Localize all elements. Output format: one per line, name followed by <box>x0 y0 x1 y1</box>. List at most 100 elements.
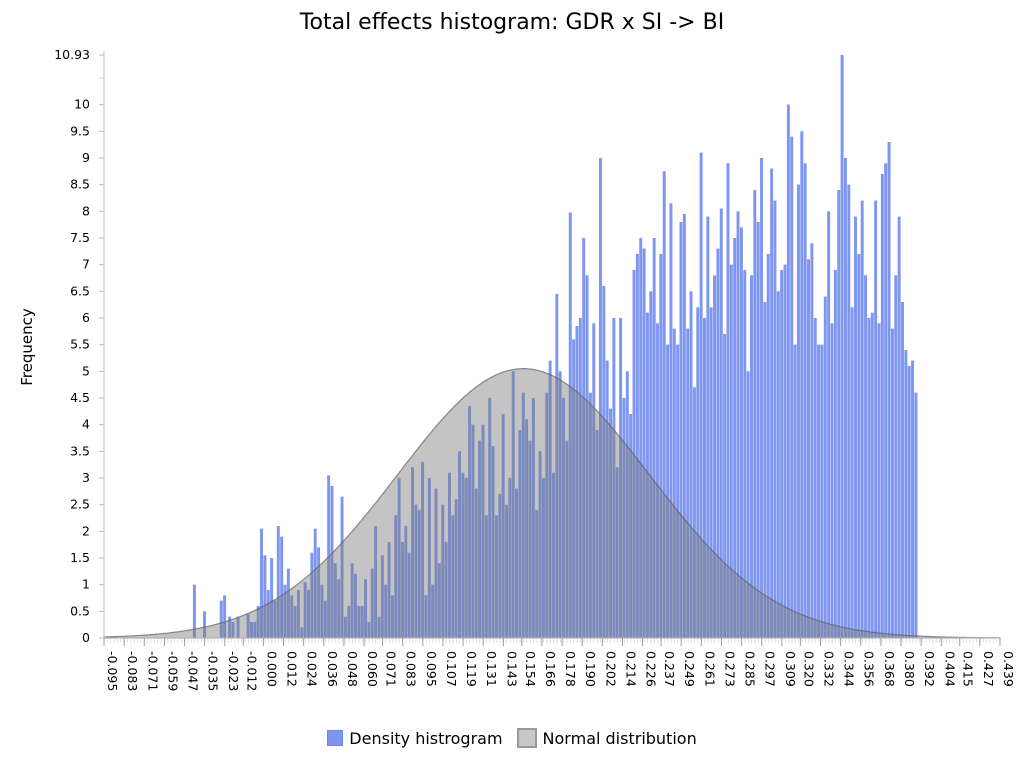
x-tick-label: -0.023 <box>226 651 241 691</box>
histogram-bar <box>192 584 196 638</box>
histogram-bar <box>783 264 787 638</box>
histogram-bar <box>377 616 381 638</box>
histogram-bar <box>894 275 898 638</box>
histogram-bar <box>625 371 629 638</box>
histogram-bar <box>441 504 445 638</box>
histogram-bar <box>642 248 646 638</box>
y-tick-label: 4 <box>82 417 90 432</box>
x-tick-label: 0.297 <box>763 651 778 687</box>
histogram-bar <box>612 317 616 638</box>
legend-item-density[interactable]: Density histrogram <box>327 728 503 748</box>
x-tick-label: 0.024 <box>305 651 320 687</box>
histogram-bar <box>427 477 431 638</box>
histogram-bar <box>743 269 747 638</box>
histogram-bar <box>491 445 495 638</box>
histogram-bar <box>666 344 670 638</box>
histogram-bar <box>609 408 613 638</box>
density-swatch <box>327 730 344 746</box>
histogram-bar <box>672 328 676 638</box>
x-tick-label: 0.309 <box>783 651 798 687</box>
histogram-bar <box>424 595 428 638</box>
x-tick-label: 0.415 <box>961 651 976 687</box>
histogram-bar <box>219 600 223 638</box>
histogram-bar <box>696 307 700 638</box>
x-tick-label: 0.166 <box>543 651 558 687</box>
histogram-bar <box>555 293 559 638</box>
histogram-bar <box>380 555 384 638</box>
histogram-bar <box>471 424 475 638</box>
histogram-bar <box>568 212 572 638</box>
histogram-bar <box>350 563 354 638</box>
histogram-bar <box>827 211 831 638</box>
x-tick-label: -0.012 <box>244 651 259 691</box>
histogram-bar <box>515 488 519 638</box>
histogram-bar <box>468 405 472 638</box>
histogram-bar <box>394 515 398 638</box>
x-tick-label: 0.083 <box>404 651 419 687</box>
histogram-bar <box>820 344 824 638</box>
histogram-bar <box>870 312 874 638</box>
histogram-bar <box>501 413 505 638</box>
histogram-bar <box>800 131 804 638</box>
histogram-bar <box>434 488 438 638</box>
histogram-bar <box>662 171 666 638</box>
histogram-bar <box>484 515 488 638</box>
y-tick-label: 1.5 <box>70 550 90 565</box>
x-tick-label: 0.439 <box>1001 651 1016 687</box>
histogram-bar <box>447 472 451 638</box>
y-tick-label: 3 <box>82 470 90 485</box>
x-tick-label: 0.226 <box>644 651 659 687</box>
histogram-bar <box>354 573 357 638</box>
histogram-bar <box>645 312 649 638</box>
histogram-bar <box>592 323 596 638</box>
histogram-bar <box>531 397 535 638</box>
histogram-bar <box>333 563 337 638</box>
histogram-bar <box>823 296 827 638</box>
histogram-bar <box>629 413 633 638</box>
histogram-bar <box>421 461 425 638</box>
histogram-bar <box>464 477 468 638</box>
histogram-bar <box>639 237 643 638</box>
histogram-bar <box>911 360 915 638</box>
histogram-bar <box>796 184 800 639</box>
x-tick-label: 0.368 <box>882 651 897 687</box>
x-tick-label: 0.190 <box>583 651 598 687</box>
x-tick-label: 0.095 <box>424 651 439 687</box>
histogram-bar <box>521 392 525 638</box>
histogram-bar <box>867 317 871 638</box>
histogram-bar <box>733 237 737 638</box>
histogram-bar <box>414 504 418 638</box>
legend-item-normal[interactable]: Normal distribution <box>516 728 697 748</box>
histogram-bar <box>760 157 764 638</box>
histogram-bar <box>296 589 300 638</box>
histogram-bar <box>847 184 851 639</box>
histogram-bar <box>840 55 844 638</box>
x-tick-label: 0.332 <box>821 651 836 687</box>
histogram-bar <box>689 291 693 638</box>
x-tick-label: 0.000 <box>264 651 279 687</box>
histogram-bar <box>280 536 284 638</box>
y-tick-label: 3.5 <box>70 443 90 458</box>
histogram-bar <box>481 424 485 638</box>
histogram-bar <box>357 606 361 638</box>
x-tick-label: 0.202 <box>603 651 618 687</box>
histogram-bar <box>615 467 619 638</box>
histogram-bar <box>231 622 235 638</box>
histogram-bar <box>528 440 532 638</box>
histogram-plot: 0 0.5 1 1.5 2 2.5 3 3.5 4 4.5 5 5.5 6 6.5 7 7.5 8 8.5 9 9.5… <box>54 47 1016 691</box>
y-tick-label: 2.5 <box>70 497 90 512</box>
x-tick-label: 0.060 <box>365 651 380 687</box>
histogram-bar <box>313 528 317 638</box>
histogram-bar <box>249 622 253 638</box>
histogram-bar <box>437 563 441 638</box>
x-tick-label: -0.047 <box>186 651 201 691</box>
histogram-bar <box>310 552 314 638</box>
histogram-bar <box>404 525 408 638</box>
histogram-bar <box>203 611 206 638</box>
histogram-bar <box>753 189 757 638</box>
x-tick-label: -0.095 <box>105 651 120 691</box>
x-tick-label: 0.036 <box>325 651 340 687</box>
x-tick-label: 0.285 <box>743 651 758 687</box>
histogram-bar <box>813 317 817 638</box>
histogram-bar <box>780 269 784 638</box>
